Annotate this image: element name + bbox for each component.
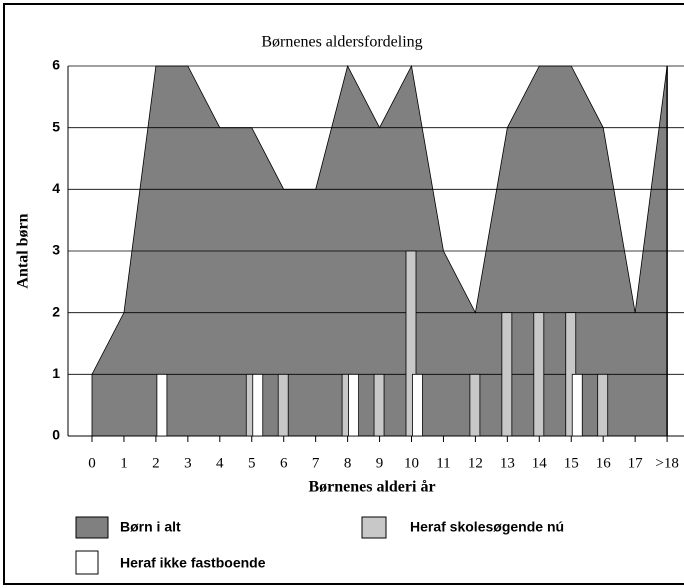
y-tick-label: 4 [52, 180, 60, 196]
bar [412, 373, 423, 437]
y-tick-label: 0 [52, 427, 60, 443]
legend-label: Heraf ikke fastboende [120, 555, 266, 571]
y-tick-label: 2 [52, 303, 60, 319]
bar [252, 373, 264, 437]
x-tick-label: 4 [216, 455, 224, 471]
bar [597, 373, 609, 437]
bar [533, 312, 545, 437]
x-tick-label: 3 [184, 455, 192, 471]
x-tick-label: 17 [628, 455, 644, 471]
x-tick-label: 9 [376, 455, 384, 471]
bar [405, 250, 417, 437]
y-tick-label: 1 [52, 365, 60, 381]
bar [277, 373, 289, 437]
bar [348, 373, 360, 437]
bar [156, 373, 168, 437]
y-tick-label: 3 [52, 242, 60, 258]
x-tick-label: 15 [564, 455, 579, 471]
x-tick-label: 5 [248, 455, 256, 471]
x-axis-title: Børnenes alderi år [308, 479, 435, 496]
x-tick-label: 6 [280, 455, 288, 471]
legend-swatch [75, 516, 109, 539]
x-tick-label: 0 [88, 455, 96, 471]
x-tick-label: 2 [152, 455, 160, 471]
x-tick-label: 7 [312, 455, 320, 471]
bar [469, 373, 481, 437]
bar [501, 312, 513, 437]
x-tick-label: 16 [596, 455, 612, 471]
bar [571, 373, 583, 437]
legend-swatch [361, 516, 387, 539]
y-tick-label: 5 [52, 118, 60, 134]
x-tick-label: 11 [436, 455, 450, 471]
chart-title: Børnenes aldersfordeling [261, 34, 422, 51]
bar [373, 373, 385, 437]
y-axis-title: Antal børn [15, 213, 32, 288]
x-tick-label: 1 [120, 455, 128, 471]
x-tick-label: >18 [655, 455, 678, 471]
x-tick-label: 12 [468, 455, 483, 471]
x-tick-label: 10 [404, 455, 419, 471]
legend-swatch [75, 550, 99, 575]
legend-label: Børn i alt [120, 519, 181, 535]
x-tick-label: 8 [344, 455, 352, 471]
x-tick-label: 13 [500, 455, 515, 471]
y-tick-label: 6 [52, 57, 60, 73]
legend-label: Heraf skolesøgende nú [410, 519, 564, 535]
x-tick-label: 14 [532, 455, 548, 471]
